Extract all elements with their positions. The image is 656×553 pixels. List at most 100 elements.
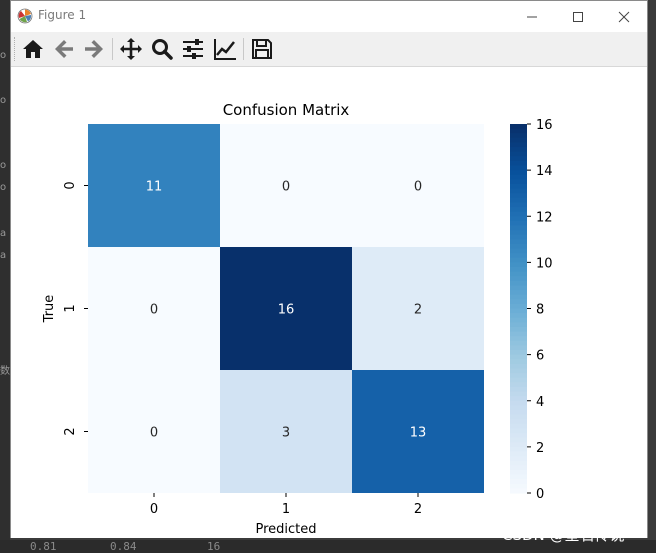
maximize-button[interactable] (555, 1, 601, 32)
heatmap-cell (88, 247, 220, 370)
colorbar-tick-label: 0 (536, 487, 544, 502)
cell-value-label: 3 (282, 426, 290, 441)
colorbar-gradient-segment (510, 211, 527, 217)
colorbar-gradient-segment (510, 128, 527, 134)
title-bar[interactable]: Figure 1 (11, 1, 647, 32)
minimize-button[interactable] (509, 1, 555, 32)
colorbar-tick-label: 16 (536, 118, 553, 133)
colorbar-gradient-segment (510, 142, 527, 148)
colorbar-gradient-segment (510, 451, 527, 457)
colorbar-gradient-segment (510, 174, 527, 180)
back-button[interactable] (51, 36, 77, 62)
cell-value-label: 16 (278, 303, 295, 318)
colorbar-gradient-segment (510, 423, 527, 430)
desktop-text-fragment: o (0, 50, 7, 61)
colorbar-gradient-segment (510, 396, 527, 402)
colorbar-gradient-segment (510, 280, 527, 287)
colorbar-gradient-segment (510, 405, 527, 411)
colorbar-gradient-segment (510, 216, 527, 222)
toolbar-separator (243, 38, 244, 60)
colorbar-gradient-segment (510, 285, 527, 291)
heatmap-cell (220, 370, 352, 493)
zoom-button[interactable] (149, 36, 175, 62)
arrow-left-icon (55, 40, 73, 58)
colorbar-tick-label: 8 (536, 303, 544, 318)
colorbar-gradient-segment (510, 368, 527, 374)
cell-value-label: 0 (414, 180, 422, 195)
save-button[interactable] (249, 36, 275, 62)
configure-subplots-button[interactable] (180, 36, 206, 62)
colorbar-gradient-segment (510, 460, 527, 466)
colorbar-gradient-segment (510, 313, 527, 319)
colorbar-gradient-segment (510, 322, 527, 328)
figure-canvas[interactable]: Confusion Matrix 11 0 0 0 16 2 0 3 13 0 1 2 Predicted… (11, 67, 647, 538)
colorbar-gradient-segment (510, 294, 527, 300)
colorbar-tick-label: 14 (536, 164, 553, 179)
colorbar-gradient-segment (510, 479, 527, 485)
colorbar-gradient-segment (510, 207, 527, 213)
colorbar-gradient-segment (510, 137, 527, 144)
colorbar-gradient-segment (510, 243, 527, 250)
heatmap-cell (220, 124, 352, 247)
colorbar-gradient-segment (510, 377, 527, 383)
colorbar-gradient-segment (510, 373, 527, 379)
heatmap-cell (352, 247, 484, 370)
move-icon (120, 38, 142, 60)
close-button[interactable] (601, 1, 647, 32)
colorbar-gradient-segment (510, 354, 527, 360)
colorbar-gradient-segment (510, 234, 527, 240)
colorbar-gradient-segment (510, 308, 527, 314)
search-icon (152, 39, 173, 60)
colorbar-gradient-segment (510, 188, 527, 194)
cell-value-label: 11 (146, 180, 163, 195)
colorbar-gradient-segment (510, 446, 527, 453)
colorbar-gradient-segment (510, 442, 527, 448)
y-tick-label: 2 (63, 427, 78, 435)
colorbar-gradient-segment (510, 303, 527, 310)
x-tick-label: 0 (150, 502, 158, 517)
save-icon (252, 39, 272, 59)
colorbar-gradient-segment (510, 266, 527, 273)
colorbar-gradient-segment (510, 409, 527, 416)
forward-button[interactable] (81, 36, 107, 62)
x-tick-label: 2 (414, 502, 422, 517)
colorbar-gradient-segment (510, 419, 527, 425)
matplotlib-app-icon (17, 8, 33, 24)
colorbar-gradient-segment (510, 340, 527, 346)
home-button[interactable] (20, 36, 46, 62)
toolbar-separator (112, 38, 113, 60)
colorbar-gradient-segment (510, 363, 527, 370)
cell-value-label: 2 (414, 303, 422, 318)
x-axis-label: Predicted (255, 522, 316, 537)
heatmap-cell (352, 370, 484, 493)
desktop-text-fragment: a (0, 228, 7, 239)
heatmap-cell (220, 247, 352, 370)
cell-value-label: 0 (150, 303, 158, 318)
colorbar-gradient-segment (510, 147, 527, 153)
colorbar-gradient-segment (510, 469, 527, 476)
cell-value-label: 0 (150, 426, 158, 441)
colorbar-gradient-segment (510, 359, 527, 365)
colorbar-gradient-segment (510, 299, 527, 305)
colorbar-gradient-segment (510, 248, 527, 254)
colorbar-gradient-segment (510, 133, 527, 139)
y-tick-label: 0 (63, 181, 78, 189)
colorbar-gradient-segment (510, 400, 527, 406)
colorbar-gradient-segment (510, 271, 527, 277)
colorbar-gradient-segment (510, 197, 527, 204)
pan-button[interactable] (118, 36, 144, 62)
line-chart-icon (214, 39, 236, 60)
colorbar-gradient-segment (510, 317, 527, 323)
colorbar-gradient-segment (510, 151, 527, 157)
desktop-text-fragment: 数 (0, 366, 10, 377)
console-value: 16 (207, 540, 221, 553)
toolbar-grip[interactable] (14, 37, 17, 61)
heatmap-cell (88, 370, 220, 493)
navigation-toolbar (11, 32, 647, 67)
colorbar-tick-label: 4 (536, 395, 544, 410)
colorbar-gradient-segment (510, 225, 527, 231)
window-title: Figure 1 (38, 8, 87, 22)
edit-axes-button[interactable] (212, 36, 238, 62)
cell-value-label: 13 (410, 426, 427, 441)
colorbar-gradient-segment (510, 193, 527, 199)
